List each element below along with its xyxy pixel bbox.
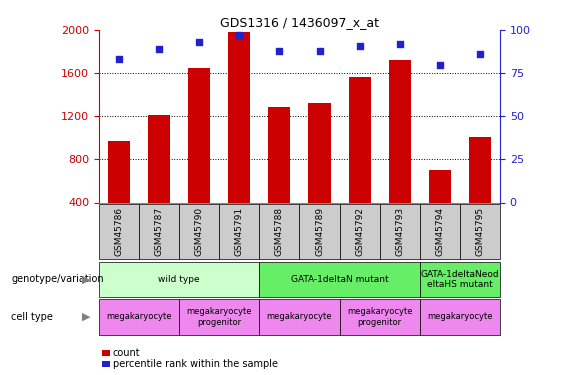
Text: GSM45793: GSM45793 bbox=[396, 207, 404, 256]
Bar bbox=[179, 204, 219, 260]
Bar bbox=[99, 204, 139, 260]
Point bbox=[155, 46, 164, 52]
Bar bbox=[389, 60, 411, 202]
Bar bbox=[268, 106, 290, 202]
Bar bbox=[420, 299, 500, 334]
Text: GSM45790: GSM45790 bbox=[195, 207, 203, 256]
Text: megakaryocyte
progenitor: megakaryocyte progenitor bbox=[347, 307, 412, 327]
Text: GSM45788: GSM45788 bbox=[275, 207, 284, 256]
Bar bbox=[139, 204, 179, 260]
Point bbox=[275, 48, 284, 54]
Bar bbox=[259, 204, 299, 260]
Text: cell type: cell type bbox=[11, 312, 53, 322]
Bar bbox=[340, 299, 420, 334]
Text: ▶: ▶ bbox=[82, 312, 91, 322]
Bar bbox=[188, 68, 210, 203]
Point bbox=[355, 42, 364, 48]
Text: GSM45794: GSM45794 bbox=[436, 207, 444, 256]
Point bbox=[315, 48, 324, 54]
Text: GSM45786: GSM45786 bbox=[115, 207, 123, 256]
Bar bbox=[380, 204, 420, 260]
Text: genotype/variation: genotype/variation bbox=[11, 274, 104, 284]
Text: percentile rank within the sample: percentile rank within the sample bbox=[113, 359, 278, 369]
Point bbox=[114, 56, 123, 62]
Bar bbox=[469, 137, 491, 202]
Title: GDS1316 / 1436097_x_at: GDS1316 / 1436097_x_at bbox=[220, 16, 379, 29]
Bar bbox=[340, 204, 380, 260]
Bar bbox=[99, 299, 179, 334]
Point bbox=[476, 51, 485, 57]
Text: GATA-1deltaNeod
eltaHS mutant: GATA-1deltaNeod eltaHS mutant bbox=[420, 270, 499, 289]
Text: megakaryocyte
progenitor: megakaryocyte progenitor bbox=[186, 307, 252, 327]
Bar bbox=[299, 204, 340, 260]
Bar bbox=[108, 141, 130, 202]
Bar bbox=[420, 262, 500, 297]
Bar bbox=[259, 262, 420, 297]
Text: count: count bbox=[113, 348, 141, 357]
Text: megakaryocyte: megakaryocyte bbox=[427, 312, 493, 321]
Text: GSM45789: GSM45789 bbox=[315, 207, 324, 256]
Text: GATA-1deltaN mutant: GATA-1deltaN mutant bbox=[291, 275, 388, 284]
Bar bbox=[349, 78, 371, 203]
Point bbox=[436, 62, 445, 68]
Text: megakaryocyte: megakaryocyte bbox=[267, 312, 332, 321]
Bar bbox=[420, 204, 460, 260]
Text: GSM45791: GSM45791 bbox=[235, 207, 244, 256]
Bar bbox=[219, 204, 259, 260]
Bar bbox=[148, 115, 170, 202]
Text: wild type: wild type bbox=[158, 275, 200, 284]
Text: megakaryocyte: megakaryocyte bbox=[106, 312, 172, 321]
Bar bbox=[228, 32, 250, 203]
Text: ▶: ▶ bbox=[82, 274, 91, 284]
Point bbox=[235, 32, 244, 38]
Text: GSM45787: GSM45787 bbox=[155, 207, 163, 256]
Bar bbox=[99, 262, 259, 297]
Bar bbox=[429, 170, 451, 202]
Text: GSM45795: GSM45795 bbox=[476, 207, 484, 256]
Bar bbox=[179, 299, 259, 334]
Text: GSM45792: GSM45792 bbox=[355, 207, 364, 256]
Bar bbox=[259, 299, 340, 334]
Point bbox=[194, 39, 204, 45]
Bar bbox=[460, 204, 500, 260]
Bar bbox=[308, 104, 331, 202]
Point bbox=[396, 41, 405, 47]
